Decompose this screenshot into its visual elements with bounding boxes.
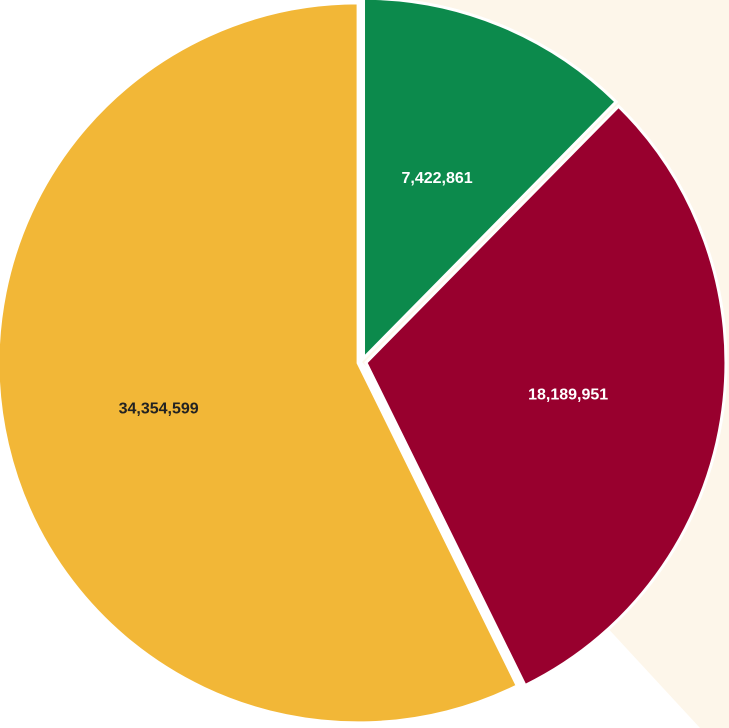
pie-slice-2 bbox=[364, 104, 728, 688]
pie-labels: 7,422,861 18,189,951 34,354,599 bbox=[119, 170, 609, 418]
pie-slice-1 bbox=[362, 0, 619, 362]
pie-slice-label-1: 7,422,861 bbox=[401, 170, 472, 187]
pie-slice-label-3: 34,354,599 bbox=[119, 401, 199, 418]
pie-slice-3 bbox=[0, 1, 520, 725]
pie-slice-label-2: 18,189,951 bbox=[528, 386, 608, 403]
